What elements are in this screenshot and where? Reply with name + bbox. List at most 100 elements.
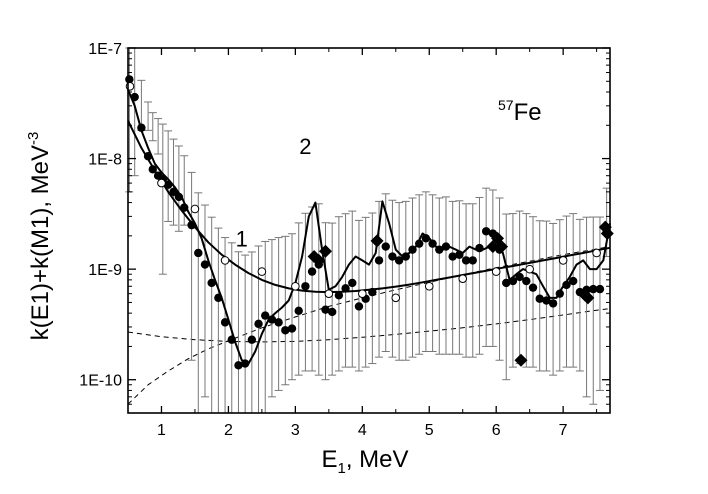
x-tick-label: 2 [224,422,233,439]
filled-circle-point [542,296,551,305]
filled-circle-point [481,227,491,236]
open-circle-point [424,281,434,291]
plot-frame [127,47,611,414]
dashed-curve-dashed_flat [127,308,611,343]
open-circle-point [157,178,166,188]
filled-circle-point [568,276,578,286]
model-curve-line_model_2 [127,89,611,365]
isotope-mass: 57 [498,97,514,113]
open-circle-point [324,289,334,298]
filled-circle-point [415,239,424,248]
filled-circle-point [475,243,484,253]
x-axis-label-rest: , MeV [346,446,409,473]
diamond-point [495,240,509,254]
filled-circle-point [508,276,518,286]
filled-circle-point [130,92,139,102]
open-circle-point [220,256,230,265]
curve-annotation-label: 2 [299,134,311,159]
filled-circle-point [548,299,558,308]
filled-circle-point [174,192,184,202]
filled-circle-point [334,291,344,300]
diamond-point [312,253,326,267]
dashed-curve-dashed_rising [127,246,611,405]
filled-circle-point [394,256,404,265]
filled-circle-point [354,302,364,311]
x-axis-label-sub: 1 [337,460,345,477]
y-axis-label: k(E1)+k(M1), MeV-3 [25,132,54,341]
filled-circle-point [294,306,303,316]
curve-annotation-label: 1 [236,227,248,252]
filled-circle-point [435,245,444,254]
filled-circle-point [227,335,236,344]
x-tick-label: 7 [559,422,568,439]
open-circle-point [592,248,601,258]
model-curve-line_model_1 [127,120,611,294]
filled-circle-point [137,123,146,132]
diamond-point [514,353,528,367]
filled-circle-point [187,220,196,230]
filled-circle-point [220,318,230,327]
isotope-symbol: Fe [514,99,542,126]
open-circle-point [458,274,468,283]
x-tick-label: 6 [492,422,501,439]
filled-circle-point [143,152,153,161]
annotations-layer: 12 [236,134,312,252]
filled-circle-point [274,318,283,327]
x-tick-label: 1 [157,422,166,439]
filled-circle-point [148,165,157,174]
filled-circle-point [535,294,544,303]
open-circle-point [358,289,367,298]
filled-circle-point [321,305,330,314]
filled-circle-point [348,278,357,288]
filled-circle-point [254,319,263,329]
x-tick-label: 5 [425,422,434,439]
filled-circle-point [555,289,564,298]
y-tick-label: 1E-9 [88,262,122,279]
filled-circle-point [428,239,437,248]
filled-circle-point [240,359,250,368]
y-tick-label: 1E-7 [88,41,122,58]
open-circle-point [291,281,300,291]
filled-circle-point [502,278,511,288]
y-tick-label: 1E-10 [79,373,122,390]
filled-circle-point [562,280,571,290]
filled-circle-point [261,311,270,320]
filled-circle-point [589,284,598,294]
model-curves-layer [127,89,611,365]
filled-circle-point [522,276,531,286]
y-tick-label: 1E-8 [88,152,122,169]
filled-circle-point [169,187,178,197]
filled-circle-point [281,326,290,335]
open-circle-point [558,256,568,265]
open-circle-point [525,264,534,274]
filled-circle-point [327,307,337,317]
filled-circle-point [207,278,216,288]
filled-circle-point [163,180,173,189]
filled-circle-point [301,282,310,291]
y-axis-label-text: k(E1)+k(M1), MeV [27,145,54,340]
filled-circle-point [401,252,411,261]
filled-circle-point [381,242,390,251]
filled-circle-point [461,256,471,265]
x-tick-label: 4 [358,422,367,439]
filled-circle-point [247,335,257,344]
dashed-curves-layer [127,246,611,405]
filled-circle-point [528,283,538,292]
diamond-point [318,244,332,258]
x-axis-label-base: E [321,446,337,473]
filled-circle-point [515,272,524,282]
y-axis-label-sup: -3 [25,132,42,145]
filled-circle-point [267,315,277,324]
filled-circle-point [441,242,451,251]
filled-circle-point [214,293,223,303]
open-circle-point [491,267,501,276]
filled-circle-point [307,267,317,276]
isotope-label: 57Fe [498,97,542,126]
filled-circle-point [388,252,397,261]
filled-circle-point [180,203,189,212]
filled-circle-point [194,248,203,258]
filled-circle-point [408,245,417,254]
diamond-point [581,291,595,305]
